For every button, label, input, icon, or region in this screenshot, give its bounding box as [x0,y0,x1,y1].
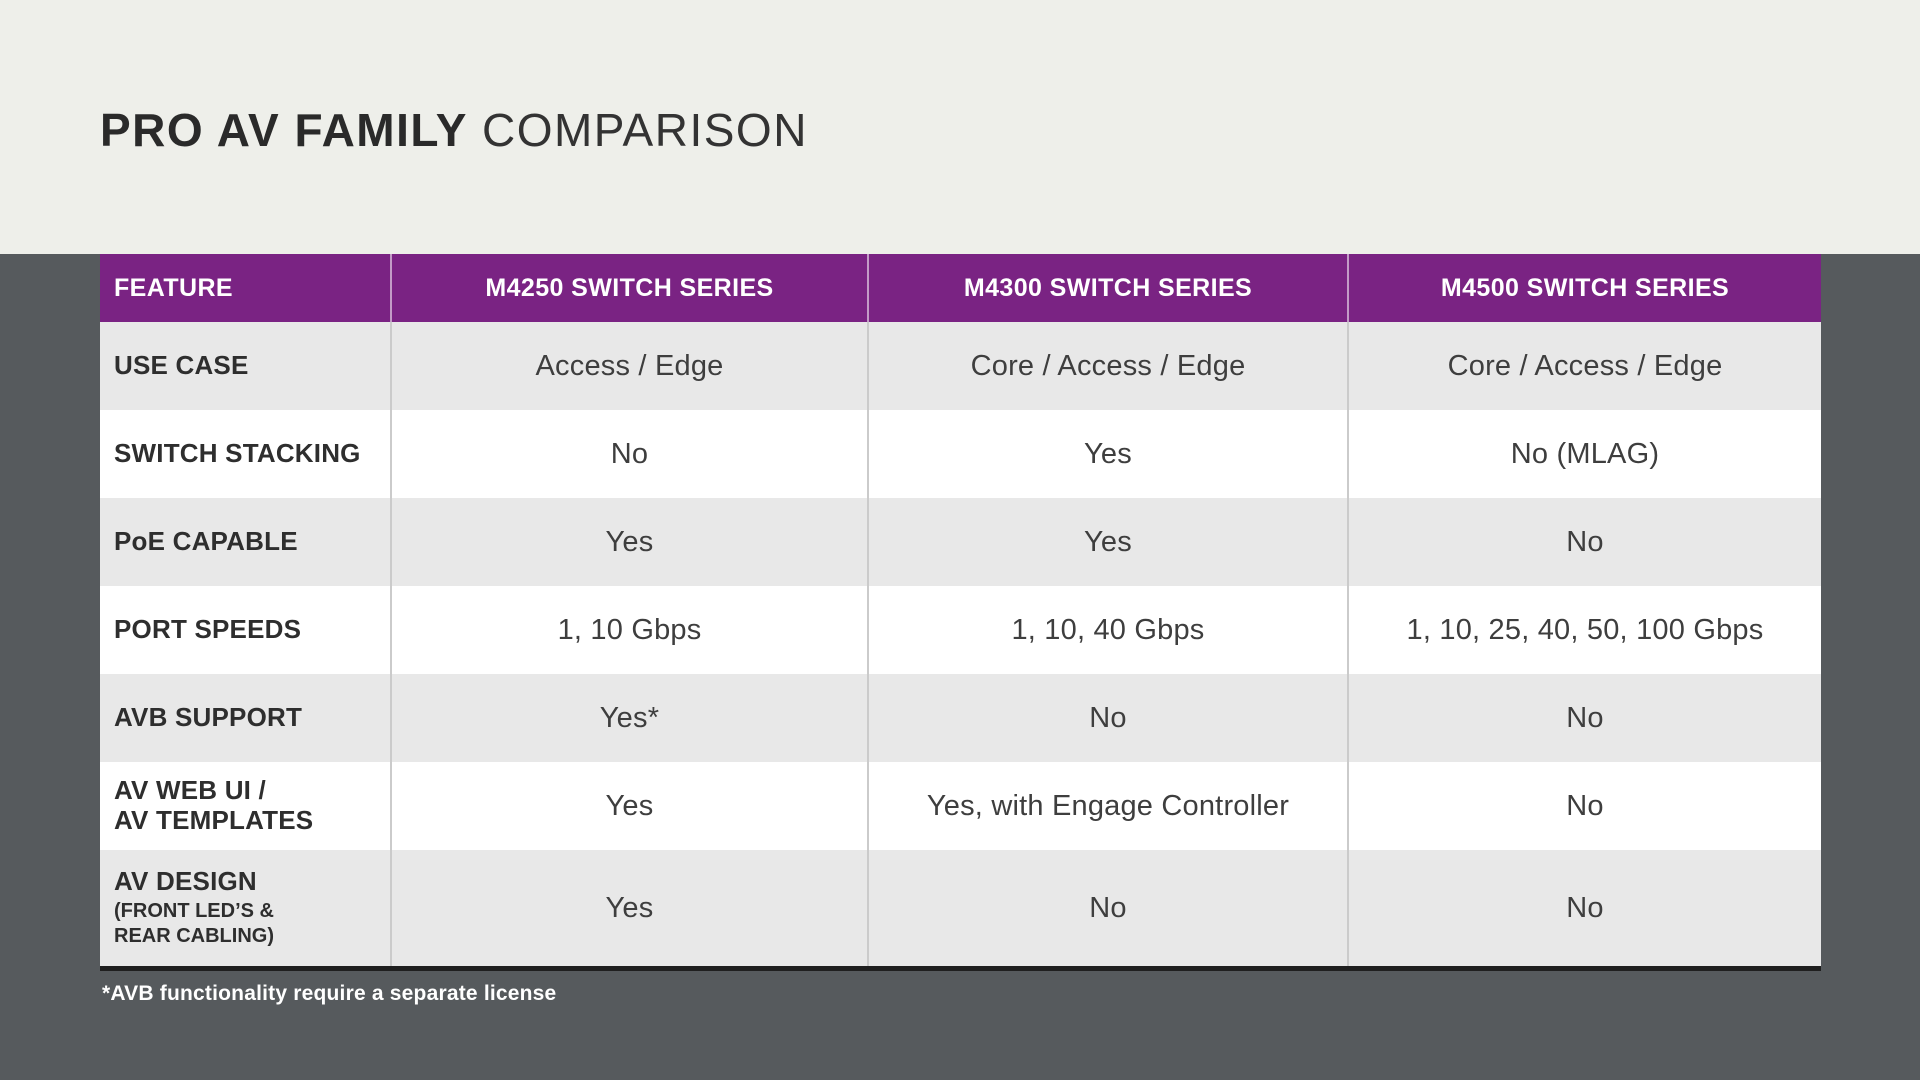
value-cell: No [392,410,869,498]
value-cell: No (MLAG) [1349,410,1821,498]
cell-value: No (MLAG) [1510,437,1660,470]
cell-value: Core / Access / Edge [1447,349,1723,382]
page-title-secondary: COMPARISON [481,104,808,156]
cell-value: Yes [605,525,654,558]
value-cell: Yes [869,498,1349,586]
col-header-m4500: M4500 SWITCH SERIES [1349,254,1821,322]
feature-cell: AVB SUPPORT [100,674,392,762]
feature-cell: USE CASE [100,322,392,410]
cell-value: No [1566,891,1604,924]
table-row-use-case: USE CASE Access / Edge Core / Access / E… [100,322,1821,410]
cell-value: No [1566,525,1604,558]
col-header-feature: FEATURE [100,254,392,322]
col-header-m4300: M4300 SWITCH SERIES [869,254,1349,322]
cell-value: No [1089,891,1127,924]
feature-label: AVB SUPPORT [114,702,303,733]
value-cell: Access / Edge [392,322,869,410]
value-cell: Yes [392,498,869,586]
table-row-switch-stacking: SWITCH STACKING No Yes No (MLAG) [100,410,1821,498]
value-cell: Yes, with Engage Controller [869,762,1349,850]
value-cell: Yes [869,410,1349,498]
value-cell: No [869,850,1349,966]
cell-value: Yes [1084,437,1132,470]
comparison-table: FEATURE M4250 SWITCH SERIES M4300 SWITCH… [100,254,1821,971]
value-cell: 1, 10 Gbps [392,586,869,674]
cell-value: Yes, with Engage Controller [926,789,1290,822]
cell-value: Core / Access / Edge [970,349,1246,382]
cell-value: Yes [605,891,654,924]
feature-label: AV WEB UI / AV TEMPLATES [114,775,314,835]
table-row-av-design: AV DESIGN (FRONT LED’S & REAR CABLING) Y… [100,850,1821,966]
feature-label: PoE CAPABLE [114,526,298,557]
footnote: *AVB functionality require a separate li… [102,982,557,1005]
table-header-row: FEATURE M4250 SWITCH SERIES M4300 SWITCH… [100,254,1821,322]
cell-value: No [1566,701,1604,734]
table-row-av-web-ui: AV WEB UI / AV TEMPLATES Yes Yes, with E… [100,762,1821,850]
cell-value: No [1566,789,1604,822]
page-title-primary: PRO AV FAMILY [100,104,468,156]
feature-cell: AV WEB UI / AV TEMPLATES [100,762,392,850]
feature-label: PORT SPEEDS [114,614,302,645]
value-cell: Core / Access / Edge [869,322,1349,410]
top-band [0,0,1920,254]
feature-cell: AV DESIGN (FRONT LED’S & REAR CABLING) [100,850,392,966]
feature-label: AV DESIGN [114,866,257,897]
feature-label: SWITCH STACKING [114,438,361,469]
value-cell: 1, 10, 40 Gbps [869,586,1349,674]
value-cell: No [1349,674,1821,762]
table-row-poe-capable: PoE CAPABLE Yes Yes No [100,498,1821,586]
cell-value: 1, 10 Gbps [557,613,702,646]
value-cell: No [1349,762,1821,850]
table-row-avb-support: AVB SUPPORT Yes* No No [100,674,1821,762]
cell-value: Yes [605,789,654,822]
cell-value: No [1089,701,1127,734]
feature-cell: PoE CAPABLE [100,498,392,586]
feature-cell: SWITCH STACKING [100,410,392,498]
value-cell: Yes* [392,674,869,762]
cell-value: 1, 10, 40 Gbps [1011,613,1205,646]
cell-value: No [610,437,649,470]
cell-value: Yes [1084,525,1132,558]
cell-value: 1, 10, 25, 40, 50, 100 Gbps [1406,613,1764,646]
table-bottom-border [100,966,1821,971]
value-cell: Core / Access / Edge [1349,322,1821,410]
feature-label: USE CASE [114,350,249,381]
cell-value: Access / Edge [535,349,724,382]
value-cell: Yes [392,850,869,966]
value-cell: No [1349,850,1821,966]
feature-cell: PORT SPEEDS [100,586,392,674]
cell-value: Yes* [599,701,660,734]
value-cell: Yes [392,762,869,850]
col-header-m4250: M4250 SWITCH SERIES [392,254,869,322]
feature-sublabel: (FRONT LED’S & REAR CABLING) [114,899,274,947]
page-title: PRO AV FAMILY COMPARISON [100,104,808,156]
table-row-port-speeds: PORT SPEEDS 1, 10 Gbps 1, 10, 40 Gbps 1,… [100,586,1821,674]
value-cell: No [869,674,1349,762]
value-cell: No [1349,498,1821,586]
value-cell: 1, 10, 25, 40, 50, 100 Gbps [1349,586,1821,674]
